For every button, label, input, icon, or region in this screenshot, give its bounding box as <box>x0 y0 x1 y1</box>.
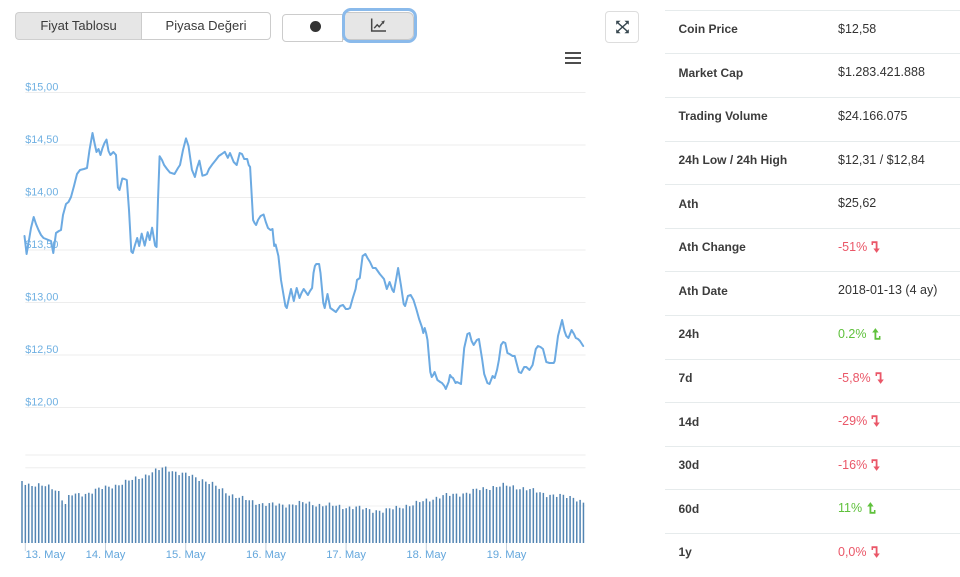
svg-text:$13,50: $13,50 <box>25 239 58 251</box>
svg-text:14. May: 14. May <box>86 549 126 561</box>
svg-text:$12,00: $12,00 <box>25 396 58 408</box>
svg-text:19. May: 19. May <box>487 549 527 561</box>
svg-text:17. May: 17. May <box>326 549 366 561</box>
svg-text:$14,00: $14,00 <box>25 186 58 198</box>
svg-text:$13,00: $13,00 <box>25 291 58 303</box>
svg-text:$14,50: $14,50 <box>25 134 58 146</box>
svg-text:$15,00: $15,00 <box>25 81 58 93</box>
svg-text:$12,50: $12,50 <box>25 344 58 356</box>
svg-text:15. May: 15. May <box>166 549 206 561</box>
svg-text:13. May: 13. May <box>26 549 66 561</box>
svg-text:16. May: 16. May <box>246 549 286 561</box>
svg-text:18. May: 18. May <box>406 549 446 561</box>
